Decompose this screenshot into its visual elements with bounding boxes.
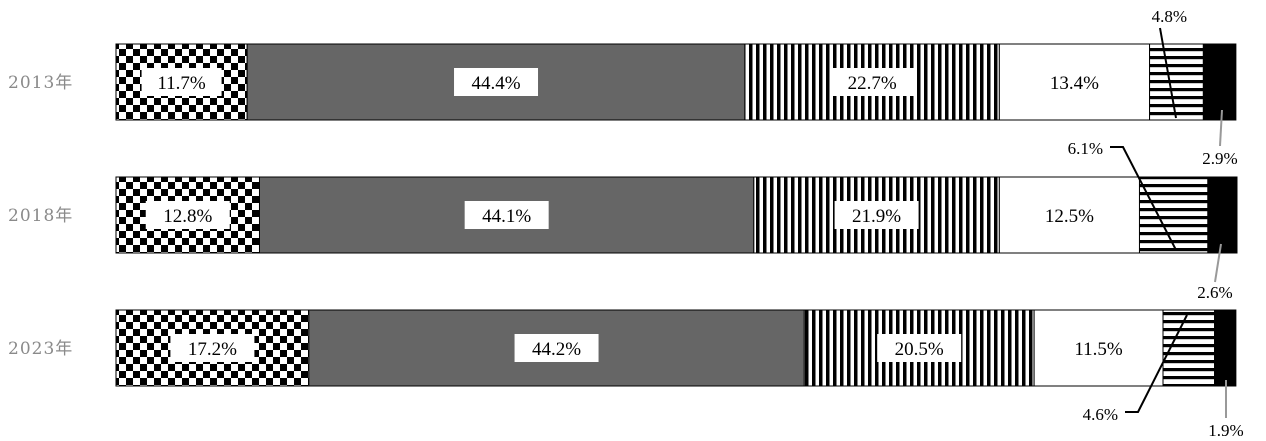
data-label-box <box>514 334 599 362</box>
data-label-box <box>170 334 255 362</box>
data-label-group: 20.5% <box>877 334 962 362</box>
data-label: 4.6% <box>1083 405 1118 424</box>
data-label: 20.5% <box>895 339 944 360</box>
data-label-box <box>834 201 919 229</box>
data-label-box <box>1056 334 1141 362</box>
data-label-box <box>145 201 230 229</box>
leader-line <box>1219 109 1223 147</box>
data-label-group: 22.7% <box>830 68 915 96</box>
data-label-box <box>141 68 222 96</box>
bar-segment-2 <box>308 309 805 387</box>
category-label: 2018年 <box>8 206 73 226</box>
bar-segment-5 <box>1149 43 1204 121</box>
category-label: 2013年 <box>8 73 73 93</box>
data-label-group: 12.8% <box>145 201 230 229</box>
data-label: 11.7% <box>157 73 206 94</box>
data-label-box <box>464 201 549 229</box>
leader-line <box>1159 27 1177 119</box>
data-label-box <box>454 68 539 96</box>
data-label-box <box>877 334 962 362</box>
data-label: 12.5% <box>1045 206 1094 227</box>
data-label: 44.1% <box>482 206 531 227</box>
data-label-group: 44.2% <box>514 334 599 362</box>
data-label: 13.4% <box>1050 73 1099 94</box>
data-label-box <box>1027 201 1112 229</box>
data-label-group: 21.9% <box>834 201 919 229</box>
data-label: 4.8% <box>1152 7 1187 26</box>
bar-segment-6 <box>1214 309 1237 387</box>
data-label-group: 44.1% <box>464 201 549 229</box>
data-label: 44.4% <box>471 73 520 94</box>
data-label: 22.7% <box>848 73 897 94</box>
data-label: 1.9% <box>1208 421 1243 440</box>
data-label: 17.2% <box>188 339 237 360</box>
leader-line <box>1110 146 1177 251</box>
bar-segment-5 <box>1138 176 1209 254</box>
data-label-group: 11.7% <box>141 68 222 96</box>
data-label-group: 12.5% <box>1027 201 1112 229</box>
data-label: 21.9% <box>852 206 901 227</box>
category-label: 2023年 <box>8 339 73 359</box>
data-label-group: 44.4% <box>454 68 539 96</box>
data-label: 11.5% <box>1074 339 1123 360</box>
bar-segment-6 <box>1202 43 1237 121</box>
labels-layer: 2013年 11.7% 44.4% 22.7% 13.4% 4.8% 2.9% 2018年 12… <box>8 7 1244 440</box>
data-label-group: 11.5% <box>1056 334 1141 362</box>
data-label: 12.8% <box>163 206 212 227</box>
data-label: 2.6% <box>1197 283 1232 302</box>
leader-line <box>1214 243 1222 283</box>
data-label: 2.9% <box>1202 149 1237 168</box>
data-label: 6.1% <box>1068 139 1103 158</box>
data-label-box <box>1032 68 1117 96</box>
data-label-group: 13.4% <box>1032 68 1117 96</box>
data-label: 44.2% <box>532 339 581 360</box>
bar-segment-6 <box>1207 176 1238 254</box>
data-label-box <box>830 68 915 96</box>
data-label-group: 17.2% <box>170 334 255 362</box>
bar-segment-5 <box>1162 309 1216 387</box>
leader-line <box>1125 314 1188 413</box>
